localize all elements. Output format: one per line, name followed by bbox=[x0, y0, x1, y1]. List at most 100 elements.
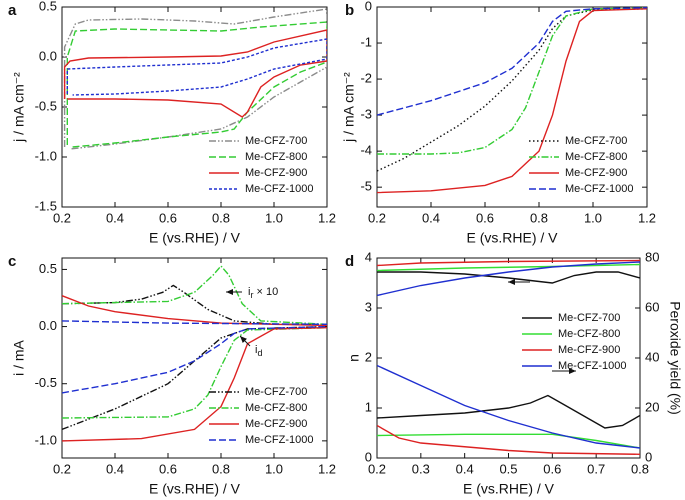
plot-frame bbox=[376, 6, 648, 208]
legend-label: Me-CFZ-700 bbox=[245, 135, 307, 147]
annotation-tail: × 10 bbox=[253, 286, 278, 298]
legend-label: Me-CFZ-900 bbox=[245, 418, 307, 430]
y2-tick-label: 60 bbox=[645, 299, 659, 314]
y-tick-label: -1.5 bbox=[35, 198, 57, 213]
x-tick-label: 0.6 bbox=[543, 461, 561, 476]
data-line bbox=[63, 29, 327, 118]
x-tick-label: 0.2 bbox=[53, 210, 71, 225]
legend-label: Me-CFZ-1000 bbox=[565, 183, 633, 195]
y2-tick-label: 0 bbox=[645, 449, 652, 464]
data-line bbox=[377, 259, 640, 267]
y2-tick-label: 40 bbox=[645, 349, 659, 364]
x-tick-label: 1.2 bbox=[318, 461, 336, 476]
plot-area bbox=[377, 259, 640, 455]
data-line bbox=[62, 264, 327, 419]
x-tick-label: 0.4 bbox=[422, 210, 440, 225]
plot-area bbox=[62, 264, 327, 442]
x-tick-label: 0.3 bbox=[412, 461, 430, 476]
legend-label: Me-CFZ-700 bbox=[558, 312, 620, 324]
x-tick-label: 0.2 bbox=[53, 461, 71, 476]
legend-label: Me-CFZ-900 bbox=[245, 167, 307, 179]
data-line bbox=[377, 271, 640, 284]
annotation: ir × 10 bbox=[248, 286, 278, 300]
panel-label: a bbox=[8, 2, 17, 19]
data-line bbox=[377, 7, 647, 116]
x-tick-label: 0.8 bbox=[212, 210, 230, 225]
x-tick-label: 0.6 bbox=[159, 461, 177, 476]
y-axis-title: n bbox=[346, 354, 362, 362]
data-line bbox=[377, 263, 640, 272]
y-tick-label: -0.5 bbox=[35, 375, 57, 390]
annotation-sub: d bbox=[257, 348, 262, 358]
y-tick-label: 1 bbox=[365, 399, 372, 414]
y-tick-label: -4 bbox=[360, 143, 372, 158]
y-tick-label: 0.0 bbox=[39, 318, 57, 333]
y2-tick-label: 80 bbox=[645, 249, 659, 264]
y-tick-label: 0 bbox=[365, 0, 372, 13]
x-tick-label: 0.8 bbox=[631, 461, 649, 476]
x-tick-label: 0.6 bbox=[476, 210, 494, 225]
legend-label: Me-CFZ-800 bbox=[245, 151, 307, 163]
x-tick-label: 0.4 bbox=[106, 210, 124, 225]
panel-label: c bbox=[8, 253, 16, 270]
y-axis-title: j / mA cm⁻² bbox=[341, 72, 357, 143]
y-tick-label: -0.5 bbox=[35, 98, 57, 113]
y-tick-label: 0.5 bbox=[39, 0, 57, 13]
y-tick-label: -1 bbox=[360, 34, 372, 49]
y2-tick-label: 20 bbox=[645, 399, 659, 414]
data-line bbox=[377, 7, 647, 155]
plot-area bbox=[63, 8, 327, 150]
y-tick-label: -5 bbox=[360, 179, 372, 194]
legend-label: Me-CFZ-800 bbox=[558, 328, 620, 340]
plot-frame bbox=[61, 257, 328, 459]
data-line bbox=[63, 8, 327, 150]
data-line bbox=[66, 38, 327, 96]
x-axis-title: E (vs.RHE) / V bbox=[466, 230, 558, 246]
y-axis-title: i / mA bbox=[11, 339, 27, 375]
legend-label: Me-CFZ-1000 bbox=[245, 434, 313, 446]
x-tick-label: 0.5 bbox=[499, 461, 517, 476]
legend-label: Me-CFZ-1000 bbox=[245, 183, 313, 195]
x-tick-label: 1.0 bbox=[265, 461, 283, 476]
annotation-sub: r bbox=[250, 290, 253, 300]
x-axis-title: E (vs.RHE) / V bbox=[149, 481, 241, 497]
legend-label: Me-CFZ-800 bbox=[565, 151, 627, 163]
legend-label: Me-CFZ-700 bbox=[245, 386, 307, 398]
legend-label: Me-CFZ-900 bbox=[565, 167, 627, 179]
x-tick-label: 1.2 bbox=[638, 210, 656, 225]
x-tick-label: 0.2 bbox=[368, 210, 386, 225]
legend-label: Me-CFZ-900 bbox=[558, 344, 620, 356]
y-tick-label: 0.5 bbox=[39, 261, 57, 276]
x-tick-label: 0.4 bbox=[456, 461, 474, 476]
data-line bbox=[377, 364, 640, 449]
x-tick-label: 0.2 bbox=[368, 461, 386, 476]
x-tick-label: 1.0 bbox=[584, 210, 602, 225]
y-tick-label: 2 bbox=[365, 349, 372, 364]
x-tick-label: 1.2 bbox=[318, 210, 336, 225]
data-line bbox=[377, 424, 640, 455]
data-line bbox=[377, 8, 647, 194]
annotation-text: i bbox=[248, 286, 250, 298]
annotation-arrow bbox=[239, 335, 251, 347]
annotation: id bbox=[255, 344, 262, 358]
annotation-text: i bbox=[255, 344, 257, 356]
y-tick-label: -3 bbox=[360, 107, 372, 122]
y2-axis-title: Peroxide yield (%) bbox=[667, 301, 683, 415]
y-axis-title: j / mA cm⁻² bbox=[11, 72, 27, 143]
y-tick-label: 4 bbox=[365, 249, 372, 264]
y-tick-label: 0.0 bbox=[39, 48, 57, 63]
data-line bbox=[377, 394, 640, 429]
x-tick-label: 1.0 bbox=[265, 210, 283, 225]
data-line bbox=[377, 261, 640, 297]
plot-area bbox=[377, 7, 647, 194]
x-tick-label: 0.8 bbox=[530, 210, 548, 225]
panel-label: b bbox=[345, 2, 354, 19]
panel-label: d bbox=[345, 253, 354, 270]
data-line bbox=[66, 21, 327, 148]
y-tick-label: -2 bbox=[360, 71, 372, 86]
legend-label: Me-CFZ-800 bbox=[245, 402, 307, 414]
y-tick-label: -1.0 bbox=[35, 148, 57, 163]
x-axis-title: E (vs.RHE) / V bbox=[463, 481, 555, 497]
plot-frame bbox=[376, 257, 641, 459]
